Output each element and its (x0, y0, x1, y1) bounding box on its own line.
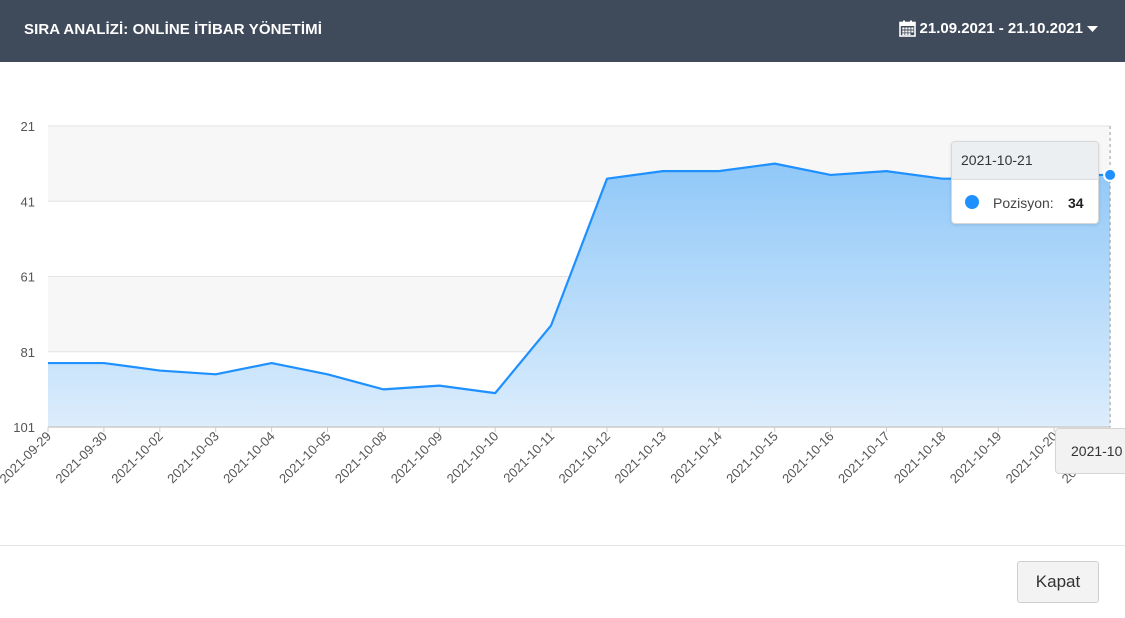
x-tick-label: 2021-10-19 (947, 429, 1005, 487)
x-tick-label: 2021-10-17 (835, 429, 893, 487)
x-tick-label: 2021-10-03 (164, 429, 222, 487)
x-tick-label: 2021-10-20 (1003, 429, 1061, 487)
series-line (48, 162, 1111, 395)
calendar-icon (898, 20, 916, 37)
x-tick-label: 2021-10-16 (779, 429, 837, 487)
close-button[interactable]: Kapat (1017, 561, 1099, 603)
x-tick-label: 2021-10-09 (388, 429, 446, 487)
y-tick-label: 81 (21, 345, 35, 360)
date-range-text: 21.09.2021 - 21.10.2021 (919, 20, 1083, 37)
x-tick-label: 2021-10-04 (220, 429, 278, 487)
position-chart[interactable]: 214161811012021-09-292021-09-302021-10-0… (0, 62, 1125, 546)
x-tick-label: 2021-10-12 (555, 429, 613, 487)
modal-title: SIRA ANALİZİ: ONLİNE İTİBAR YÖNETİMİ (24, 21, 323, 38)
y-tick-label: 61 (21, 270, 35, 285)
chart-area: 21 41 61 81 101 2021-09-29 2021-09-30 2021-10-0… (0, 62, 1125, 546)
x-tick-label: 2021-10-14 (667, 429, 725, 487)
tooltip-body: Pozisyon: 34 (952, 180, 1098, 223)
tooltip-series-label: Pozisyon: (993, 195, 1054, 211)
x-tick-label: 2021-10-15 (723, 429, 781, 487)
date-range-picker[interactable]: 21.09.2021 - 21.10.2021 (898, 20, 1098, 37)
data-point[interactable] (1103, 167, 1118, 182)
x-tick-label: 2021-10-18 (891, 429, 949, 487)
series-marker-icon (965, 195, 979, 209)
footer-divider (0, 545, 1125, 546)
x-tick-label: 2021-10-02 (108, 429, 166, 487)
y-tick-label: 21 (21, 119, 35, 134)
tooltip-date: 2021-10-21 (952, 142, 1098, 180)
caret-down-icon (1087, 25, 1098, 33)
x-tick-label: 2021-10-11 (500, 429, 557, 486)
x-tick-label: 2021-09-29 (0, 429, 54, 487)
crosshair-x-label: 2021-10 (1055, 428, 1125, 474)
y-tick-label: 101 (13, 420, 35, 435)
modal-header: SIRA ANALİZİ: ONLİNE İTİBAR YÖNETİMİ 21.… (0, 0, 1125, 62)
chart-tooltip: 2021-10-21 Pozisyon: 34 (951, 141, 1099, 224)
x-tick-label: 2021-09-30 (52, 429, 110, 487)
y-tick-label: 41 (21, 194, 35, 209)
series-area (48, 163, 1111, 427)
x-tick-label: 2021-10-08 (332, 429, 390, 487)
x-tick-label: 2021-10-13 (611, 429, 669, 487)
x-tick-label: 2021-10-10 (444, 429, 502, 487)
tooltip-value: 34 (1068, 195, 1084, 211)
x-tick-label: 2021-10-05 (276, 429, 334, 487)
